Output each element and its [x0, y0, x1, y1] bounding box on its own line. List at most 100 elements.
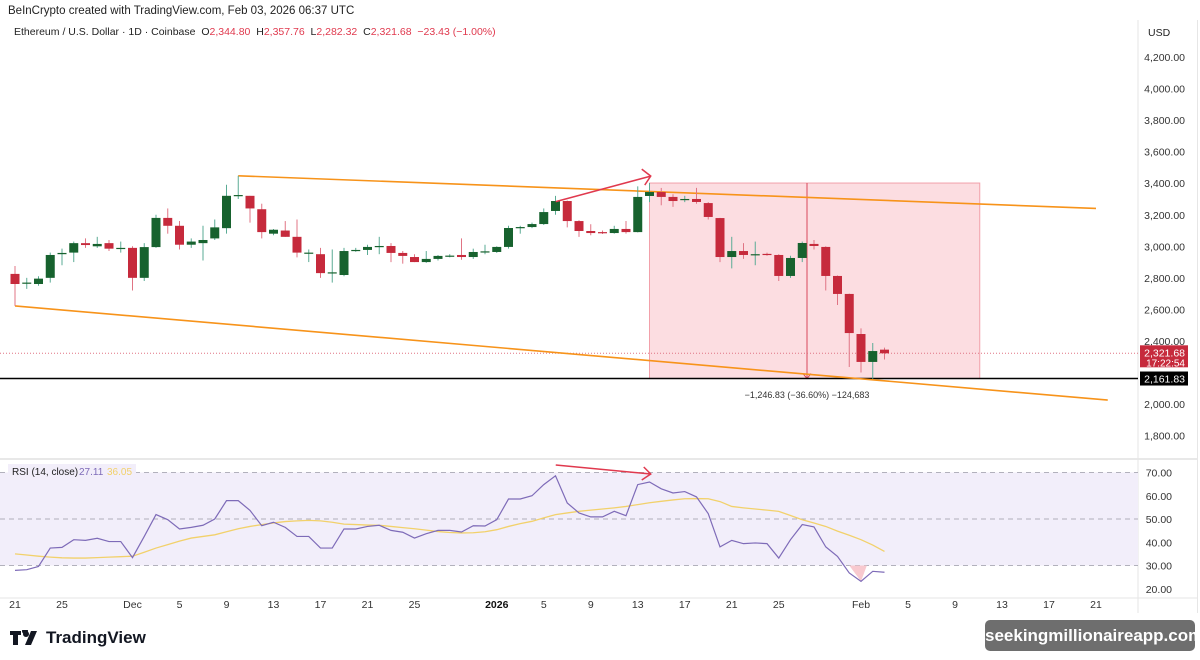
price-tick-label: 3,000.00	[1144, 241, 1185, 253]
price-tick-label: 2,600.00	[1144, 304, 1185, 316]
candle-up	[645, 192, 654, 196]
candle-up	[69, 243, 79, 253]
candle-up	[868, 351, 878, 362]
price-tick-label: 2,000.00	[1144, 399, 1185, 411]
candle-up	[797, 242, 807, 258]
candle-down	[410, 257, 419, 263]
rsi-tick-label: 20.00	[1146, 584, 1172, 596]
candle-down	[128, 247, 137, 278]
currency-label[interactable]: USD	[1148, 27, 1171, 39]
lower-trendline[interactable]	[14, 305, 1108, 401]
tradingview-logo-icon	[10, 630, 37, 645]
high-label: H	[256, 26, 264, 38]
candle-down	[821, 246, 831, 276]
upper-trendline[interactable]	[238, 174, 1097, 210]
price-tick-label: 4,200.00	[1144, 52, 1185, 64]
rsi-ma-line	[14, 497, 885, 559]
measure-label: −1,246.83 (−36.60%) −124,683	[745, 390, 870, 400]
symbol-name[interactable]: Ethereum / U.S. Dollar · 1D · Coinbase	[14, 26, 196, 38]
candle-up	[304, 252, 314, 254]
rsi-line	[14, 474, 885, 583]
change-value: −23.43 (−1.00%)	[417, 26, 496, 38]
close-label: C	[363, 26, 371, 38]
candle-down	[739, 251, 748, 255]
time-tick-label: 17	[315, 599, 327, 611]
watermark: seekingmillionaireapp.com	[985, 620, 1200, 651]
candle-up	[210, 227, 220, 239]
candle-down	[656, 192, 666, 197]
time-tick-label: 21	[362, 599, 374, 611]
candle-down	[104, 243, 114, 249]
time-tick-label: 2026	[485, 599, 509, 611]
time-tick-label: 21	[726, 599, 738, 611]
candle-up	[222, 195, 231, 229]
candle-down	[668, 196, 678, 202]
bar-countdown: 17:22:54	[1146, 358, 1185, 369]
time-tick-label: 9	[952, 599, 958, 611]
candle-up	[45, 254, 55, 278]
candle-up	[233, 195, 243, 197]
candle-down	[81, 243, 90, 246]
candle-up	[727, 251, 737, 258]
candle-down	[598, 232, 607, 234]
candle-up	[374, 245, 384, 248]
candle-down	[398, 252, 408, 256]
support-price-tag	[1140, 371, 1188, 386]
price-tick-label: 3,400.00	[1144, 178, 1185, 190]
candle-down	[809, 243, 819, 246]
candle-up	[786, 257, 795, 276]
time-tick-label: 5	[177, 599, 183, 611]
candle-up	[269, 229, 278, 234]
candles	[10, 175, 889, 379]
candle-up	[515, 227, 525, 229]
candle-up	[363, 246, 372, 250]
candle-down	[574, 221, 584, 231]
candle-up	[433, 255, 443, 259]
time-tick-label: 13	[996, 599, 1008, 611]
rsi-divergence-arrow	[555, 464, 651, 475]
candle-up	[22, 282, 32, 284]
time-tick-label: 17	[1043, 599, 1055, 611]
rsi-ma-value: 36.05	[107, 467, 132, 478]
candle-down	[762, 253, 772, 256]
tradingview-logo[interactable]: TradingView	[10, 628, 146, 648]
arrowhead-icon	[641, 466, 652, 481]
candle-up	[92, 243, 102, 247]
last-price-value: 2,321.68	[1144, 347, 1185, 359]
candle-up	[186, 241, 196, 245]
candle-up	[551, 201, 560, 211]
candle-down	[386, 245, 396, 253]
candle-up	[351, 249, 361, 252]
candle-down	[774, 254, 784, 276]
symbol-legend: Ethereum / U.S. Dollar · 1D · Coinbase O…	[14, 26, 496, 38]
rsi-tick-label: 50.00	[1146, 514, 1172, 526]
time-tick-label: 13	[268, 599, 280, 611]
measure-range-box	[649, 182, 981, 380]
candle-down	[880, 349, 889, 354]
attribution: BeInCrypto created with TradingView.com,…	[8, 5, 355, 17]
candle-up	[539, 212, 549, 225]
candle-down	[245, 195, 255, 209]
time-tick-label: Feb	[852, 599, 870, 611]
rsi-legend-bg	[8, 464, 136, 478]
candle-down	[292, 236, 302, 253]
candle-down	[703, 203, 713, 217]
price-tick-label: 3,600.00	[1144, 147, 1185, 159]
candle-down	[715, 218, 725, 258]
rsi-tick-label: 30.00	[1146, 561, 1172, 573]
candle-up	[492, 246, 502, 252]
time-tick-label: 17	[679, 599, 691, 611]
candle-down	[562, 201, 572, 222]
price-tick-label: 3,800.00	[1144, 115, 1185, 127]
candle-up	[527, 224, 537, 228]
candle-down	[692, 198, 701, 202]
time-tick-label: 25	[773, 599, 785, 611]
candle-down	[257, 209, 267, 233]
rsi-tick-label: 60.00	[1146, 491, 1172, 503]
candle-down	[844, 293, 854, 334]
candle-up	[198, 239, 208, 244]
candle-up	[445, 255, 455, 257]
price-tick-label: 1,800.00	[1144, 431, 1185, 443]
candle-up	[468, 251, 478, 258]
